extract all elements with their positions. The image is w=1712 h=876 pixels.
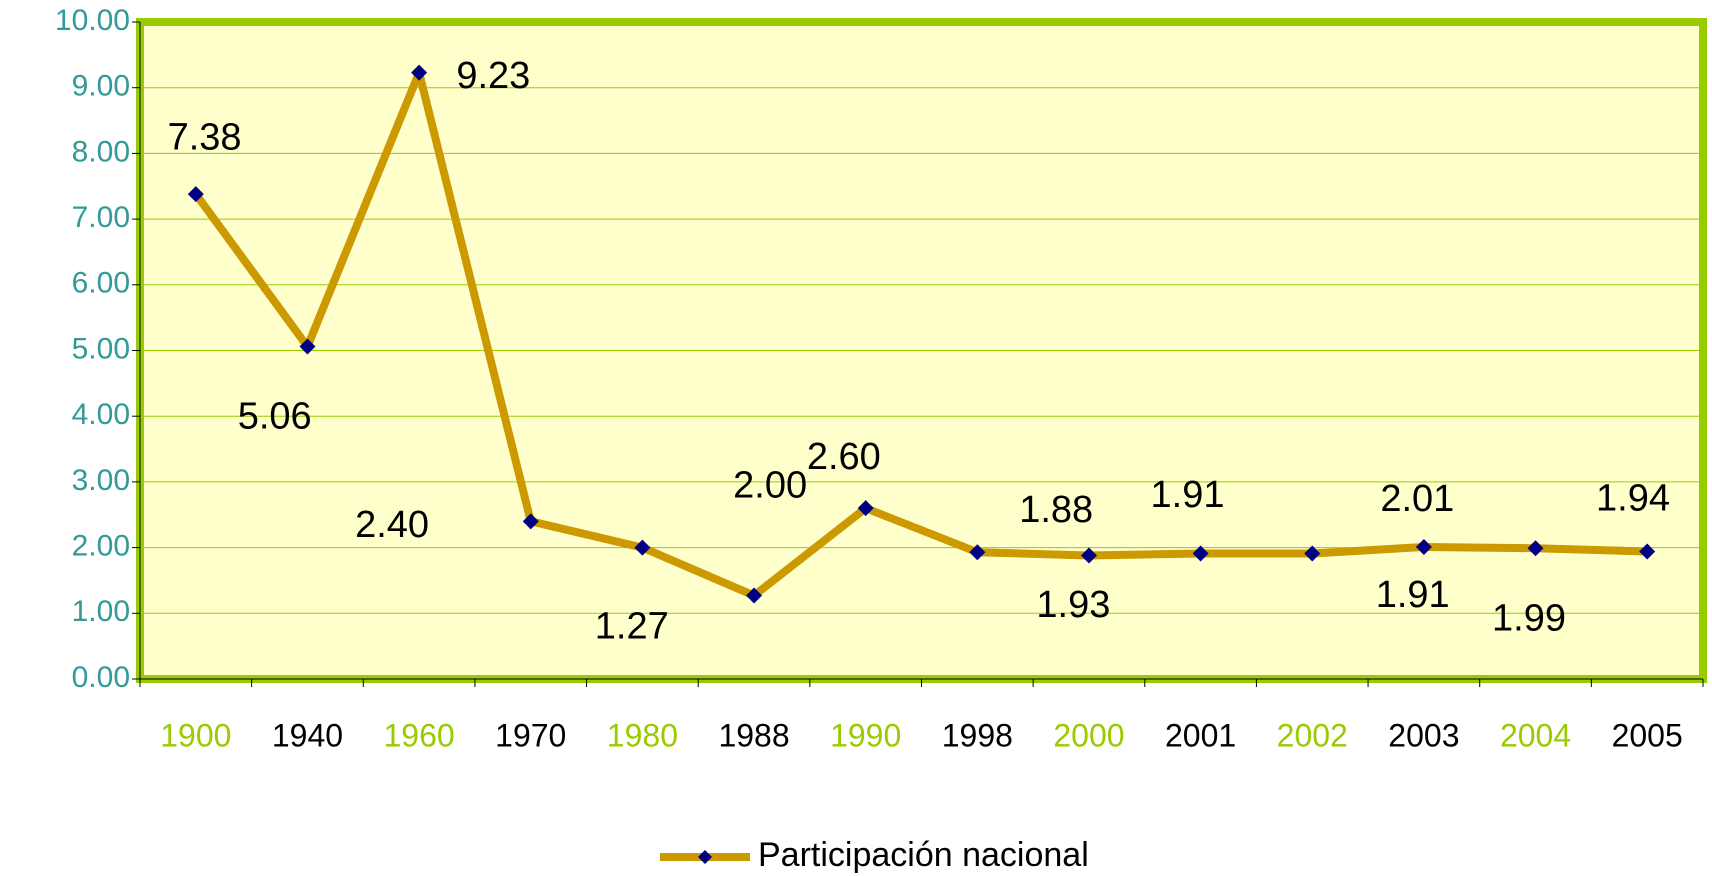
- x-tick-label: 1970: [495, 717, 566, 753]
- data-point: [411, 64, 428, 81]
- legend-marker: [698, 850, 712, 864]
- x-tick-label: 1988: [718, 717, 789, 753]
- x-tick-label: 1960: [384, 717, 455, 753]
- y-tick-label: 5.00: [72, 332, 130, 365]
- data-label: 2.40: [355, 504, 429, 546]
- data-label: 2.00: [733, 465, 807, 507]
- data-label: 1.91: [1376, 574, 1450, 616]
- data-label: 2.60: [807, 436, 881, 478]
- x-tick-label: 2005: [1612, 717, 1683, 753]
- data-point: [857, 500, 874, 517]
- data-point: [1527, 540, 1544, 557]
- data-point: [1304, 545, 1321, 562]
- x-tick-label: 1998: [942, 717, 1013, 753]
- x-tick-label: 1980: [607, 717, 678, 753]
- y-tick-label: 8.00: [72, 135, 130, 168]
- x-tick-label: 2001: [1165, 717, 1236, 753]
- y-tick-label: 4.00: [72, 398, 130, 431]
- data-point: [746, 587, 763, 604]
- data-label: 1.94: [1596, 477, 1670, 519]
- x-tick-label: 2002: [1277, 717, 1348, 753]
- x-tick-label: 2004: [1500, 717, 1571, 753]
- data-point: [1639, 543, 1656, 560]
- y-tick-label: 1.00: [72, 595, 130, 628]
- y-tick-label: 0.00: [72, 661, 130, 694]
- x-tick-label: 1900: [160, 717, 231, 753]
- series-line: [192, 68, 1648, 600]
- data-label: 1.93: [1036, 584, 1110, 626]
- y-tick-label: 10.00: [55, 4, 130, 37]
- data-label: 1.27: [595, 605, 669, 647]
- data-point: [299, 338, 316, 355]
- data-label: 1.99: [1492, 597, 1566, 639]
- data-point: [969, 544, 986, 561]
- data-point: [187, 186, 204, 203]
- data-point: [522, 513, 539, 530]
- y-tick-label: 2.00: [72, 530, 130, 563]
- data-label: 2.01: [1380, 478, 1454, 520]
- x-tick-label: 1990: [830, 717, 901, 753]
- data-point: [1415, 538, 1432, 555]
- x-tick-label: 2003: [1388, 717, 1459, 753]
- y-tick-label: 9.00: [72, 70, 130, 103]
- data-label: 1.91: [1151, 474, 1225, 516]
- data-label: 1.88: [1019, 489, 1093, 531]
- legend-label: Participación nacional: [758, 836, 1089, 874]
- x-tick-label: 1940: [272, 717, 343, 753]
- data-point: [634, 539, 651, 556]
- x-tick-label: 2000: [1053, 717, 1124, 753]
- y-tick-label: 3.00: [72, 464, 130, 497]
- data-point: [1192, 545, 1209, 562]
- data-point: [1080, 547, 1097, 564]
- data-label: 5.06: [238, 396, 312, 438]
- y-tick-label: 6.00: [72, 267, 130, 300]
- data-label: 7.38: [168, 117, 242, 159]
- data-label: 9.23: [456, 55, 530, 97]
- y-tick-label: 7.00: [72, 201, 130, 234]
